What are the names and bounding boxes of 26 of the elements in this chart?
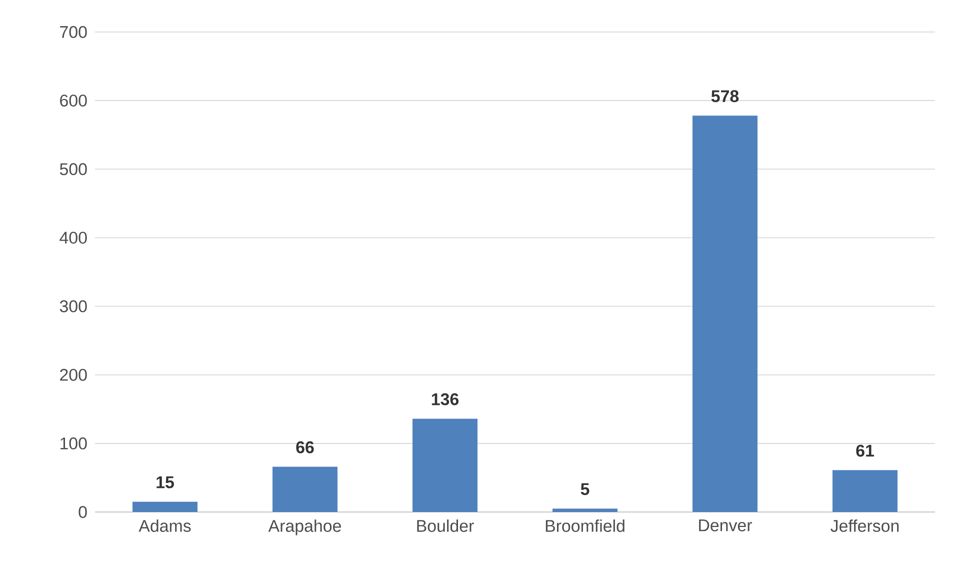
y-tick-label: 100 [60, 437, 87, 450]
x-tick-label: Denver [699, 520, 752, 532]
y-tick-label: 400 [60, 232, 87, 244]
bar [412, 418, 478, 512]
data-label: 5 [580, 483, 590, 496]
data-label: 578 [711, 90, 739, 102]
bar [552, 508, 618, 512]
y-tick-label: 500 [60, 163, 87, 176]
bar [132, 502, 198, 512]
data-label: 136 [432, 393, 459, 406]
y-tick-label: 200 [60, 368, 87, 381]
x-tick-label: Arapahoe [268, 520, 341, 536]
x-tick-label: Adams [138, 520, 191, 532]
bar [272, 466, 338, 512]
data-label: 61 [856, 444, 874, 457]
x-tick-label: Jefferson [830, 520, 899, 532]
y-tick-label: 600 [60, 94, 87, 107]
y-tick-label: 0 [78, 506, 87, 518]
bar [832, 470, 898, 512]
bar [692, 116, 758, 512]
data-label: 15 [156, 476, 174, 488]
y-tick-label: 300 [60, 300, 87, 312]
x-tick-label: Broomfield [546, 520, 624, 532]
y-tick-label: 700 [60, 26, 87, 38]
data-label: 66 [296, 441, 314, 454]
x-tick-label: Boulder [417, 520, 474, 532]
